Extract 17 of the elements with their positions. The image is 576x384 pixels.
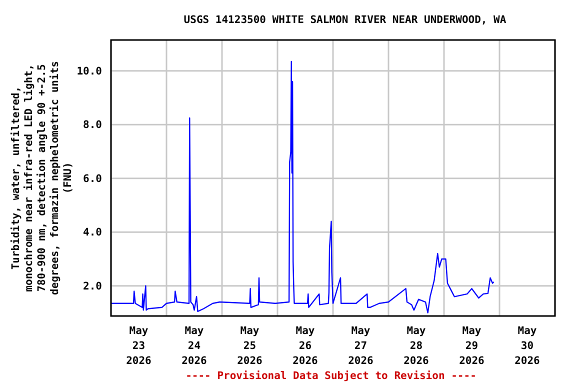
x-tick-label: May 25 2026 bbox=[237, 325, 262, 367]
y-axis-title: Turbidity, water, unfiltered, monochrome near infra-red LED light, 780-900 nm, detection angle 90 +-2.5 degrees, formazin nephelometric units (FNU) bbox=[10, 61, 74, 295]
x-tick-label: May 28 2026 bbox=[404, 325, 429, 367]
x-tick-label: May 30 2026 bbox=[514, 325, 540, 367]
y-tick-label: 2.0 bbox=[83, 280, 102, 292]
y-tick-label: 10.0 bbox=[76, 65, 102, 78]
x-tick-label: May 27 2026 bbox=[348, 325, 374, 367]
text: ---- Provisional Data Subject to Revision ---- bbox=[186, 370, 476, 382]
y-tick-label: 8.0 bbox=[83, 119, 102, 132]
x-tick-label: May 26 2026 bbox=[292, 325, 318, 367]
y-tick-label: 4.0 bbox=[83, 226, 102, 239]
y-tick-label: 6.0 bbox=[83, 172, 102, 185]
x-tick-label: May 23 2026 bbox=[126, 325, 152, 367]
line-series bbox=[111, 60, 494, 314]
x-tick-label: May 24 2026 bbox=[182, 325, 207, 367]
x-tick-label: May 29 2026 bbox=[459, 325, 484, 367]
chart-title: USGS 14123500 WHITE SALMON RIVER NEAR UNDERWOOD, WA bbox=[184, 14, 507, 26]
